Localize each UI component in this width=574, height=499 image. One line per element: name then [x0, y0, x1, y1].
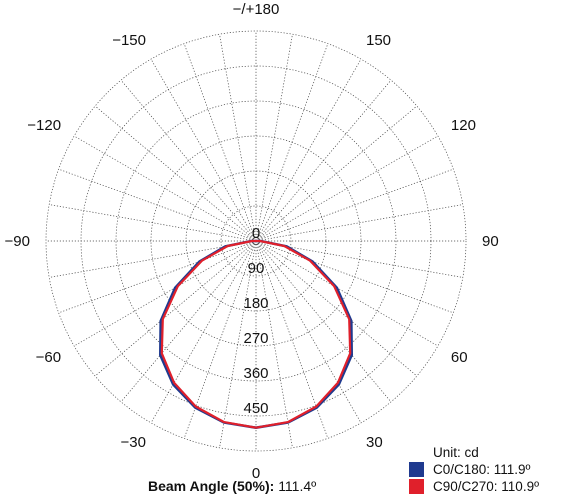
unit-label: Unit: cd — [433, 445, 479, 460]
grid-spoke — [255, 240, 392, 403]
radial-tick-label: 180 — [243, 295, 268, 312]
radial-tick-label: 0 — [252, 225, 260, 242]
legend-item-c90-c270: C90/C270: 110.9º — [409, 478, 539, 495]
legend-item-c0-c180: C0/C180: 111.9º — [409, 461, 539, 478]
beam-angle: Beam Angle (50%): 111.4º — [148, 478, 316, 494]
angle-label: −120 — [27, 117, 61, 134]
grid-spoke — [255, 79, 392, 242]
grid-spoke — [255, 43, 329, 242]
angle-label: −90 — [5, 233, 30, 250]
grid-spoke — [255, 168, 454, 242]
angle-label: 60 — [451, 349, 468, 366]
angle-label: 120 — [451, 117, 476, 134]
grid-spoke — [94, 240, 257, 377]
grid-spoke — [73, 240, 257, 347]
legend-swatch-red — [409, 479, 424, 494]
grid-spoke — [255, 240, 463, 278]
angle-label: 0 — [252, 465, 260, 478]
grid-ring — [115, 100, 397, 382]
grid-spoke — [73, 135, 257, 242]
grid-ring — [220, 205, 292, 277]
grid-spoke — [255, 240, 418, 377]
radial-tick-label: 360 — [243, 365, 268, 382]
grid-spoke — [183, 43, 257, 242]
grid-spoke — [120, 79, 257, 242]
angle-label: 30 — [366, 434, 383, 451]
intensity-curves — [159, 239, 353, 429]
grid-spoke — [255, 135, 439, 242]
angle-label: −60 — [36, 349, 61, 366]
legend-label-c0-c180: C0/C180: 111.9º — [433, 462, 531, 477]
radial-tick-label: 450 — [243, 400, 268, 417]
grid-spoke — [150, 58, 257, 242]
grid-spoke — [255, 34, 293, 242]
grid-spoke — [255, 204, 463, 242]
grid-ring — [45, 30, 467, 452]
angle-label: 150 — [366, 32, 391, 49]
radial-tick-label: 270 — [243, 330, 268, 347]
grid-spoke — [58, 168, 257, 242]
grid-spoke — [255, 58, 362, 242]
legend-swatch-blue — [409, 462, 424, 477]
angle-label: −150 — [112, 32, 146, 49]
angle-labels: −/+180 150 −150 120 −120 90 −90 60 −60 30 −30 0 — [5, 1, 499, 478]
grid-spoke — [120, 240, 257, 403]
grid-spoke — [150, 240, 257, 424]
polar-chart: −/+180 150 −150 120 −120 90 −90 60 −60 30 −30 0 0 90… — [5, 1, 499, 478]
angle-label: −/+180 — [233, 1, 280, 18]
grid-spoke — [255, 240, 439, 347]
grid-spoke — [49, 204, 257, 242]
grid-spoke — [94, 105, 257, 242]
angle-label: 90 — [482, 233, 499, 250]
series-curve-1 — [160, 239, 352, 429]
legend-label-c90-c270: C90/C270: 110.9º — [433, 479, 540, 494]
angle-label: −30 — [121, 434, 146, 451]
beam-angle-label: Beam Angle (50%): — [148, 478, 275, 494]
beam-angle-value: 111.4º — [278, 478, 317, 494]
radial-tick-label: 90 — [248, 260, 265, 277]
radial-tick-labels: 0 90 180 270 360 450 — [243, 225, 268, 417]
grid-spoke — [255, 105, 418, 242]
grid-spoke — [49, 240, 257, 278]
grid-spoke — [58, 240, 257, 314]
grid-spoke — [219, 240, 257, 448]
grid-spoke — [255, 240, 362, 424]
grid-spoke — [255, 240, 454, 314]
legend: Unit: cd C0/C180: 111.9º C90/C270: 110.9… — [409, 444, 539, 495]
grid-spoke — [255, 240, 293, 448]
grid-spoke — [219, 34, 257, 242]
